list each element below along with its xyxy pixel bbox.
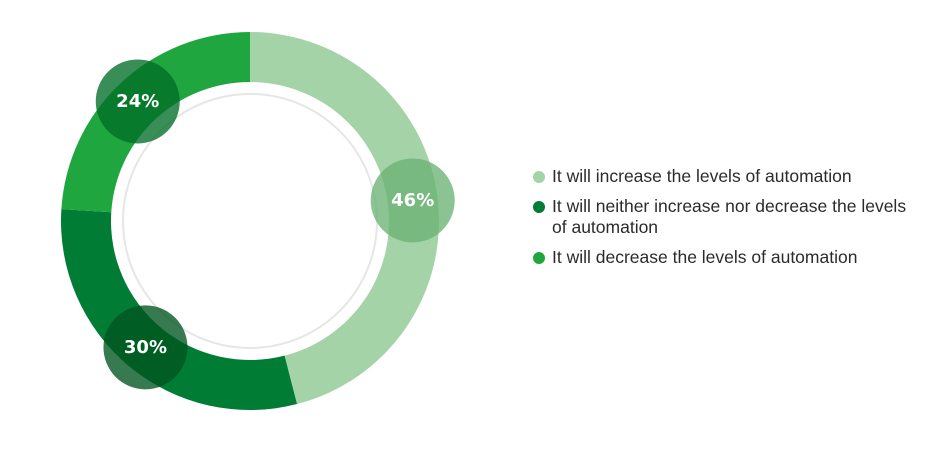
legend-label-increase: It will increase the levels of automatio… [552, 166, 852, 186]
donut-slice-decrease [61, 32, 250, 213]
donut-slice-increase [250, 32, 440, 405]
value-bubble-neither [103, 305, 188, 390]
data-label-neither: 30% [124, 337, 167, 358]
chart-legend: It will increase the levels of automatio… [533, 166, 913, 277]
value-bubble-increase [370, 158, 455, 243]
legend-swatch-decrease [533, 252, 545, 264]
legend-item-decrease: It will decrease the levels of automatio… [533, 247, 913, 268]
donut-slice-neither [60, 209, 298, 410]
legend-label-neither: It will neither increase nor decrease th… [552, 196, 907, 237]
legend-item-neither: It will neither increase nor decrease th… [533, 196, 913, 238]
value-bubble-decrease [95, 59, 180, 144]
data-label-increase: 46% [391, 190, 434, 211]
legend-swatch-neither [533, 201, 545, 213]
legend-item-increase: It will increase the levels of automatio… [533, 166, 913, 187]
data-label-decrease: 24% [116, 91, 159, 112]
legend-swatch-increase [533, 171, 545, 183]
legend-label-decrease: It will decrease the levels of automatio… [552, 247, 858, 267]
